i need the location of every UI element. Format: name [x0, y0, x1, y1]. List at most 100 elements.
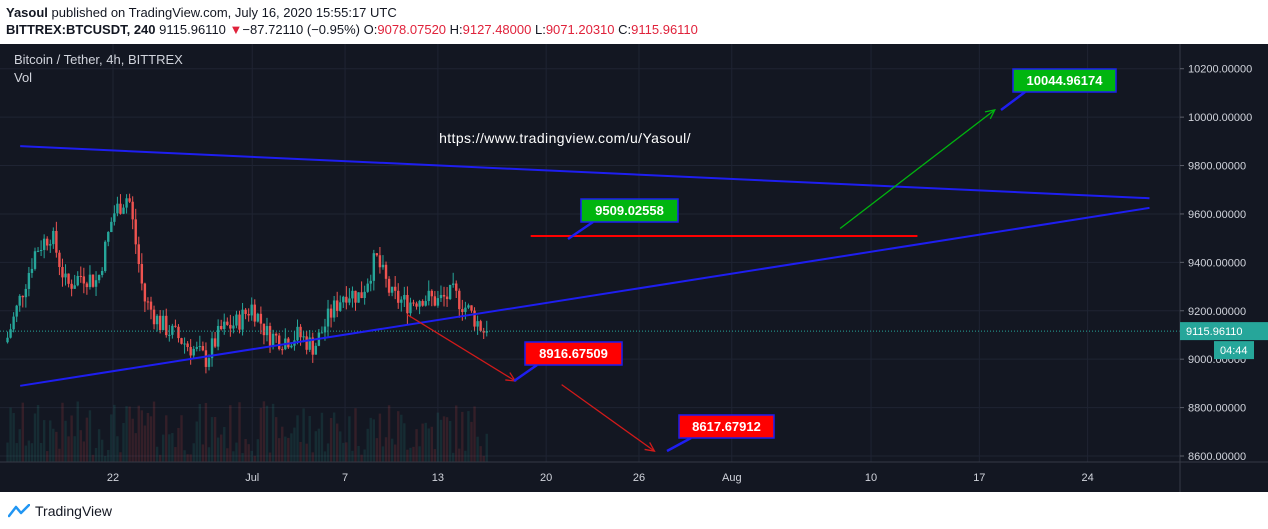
- volume-bar: [12, 413, 15, 462]
- y-tick-label: 10000.00000: [1188, 112, 1252, 124]
- candle-body: [415, 303, 418, 307]
- volume-bar: [52, 428, 55, 462]
- volume-bar: [177, 427, 180, 462]
- candle-body: [455, 283, 458, 291]
- volume-bar: [174, 447, 177, 462]
- candle-body: [88, 274, 92, 288]
- candle-body: [73, 285, 76, 289]
- volume-bar: [15, 443, 18, 462]
- y-tick-label: 9600.00000: [1188, 209, 1246, 221]
- volume-bar: [70, 415, 73, 462]
- candle-body: [143, 283, 147, 302]
- candle-body: [302, 336, 305, 338]
- current-price-tag: [1180, 322, 1268, 341]
- volume-bar: [180, 415, 183, 462]
- high-label: H:: [449, 22, 463, 37]
- candle-body: [58, 252, 61, 268]
- candle-body: [485, 331, 488, 333]
- volume-bar: [186, 454, 189, 462]
- candle-body: [296, 326, 299, 341]
- candle-body: [27, 272, 31, 289]
- candle-body: [409, 302, 412, 314]
- candle-body: [235, 314, 238, 326]
- candle-body: [131, 201, 134, 220]
- target-down-2-arrow: [561, 384, 655, 452]
- volume-bar: [183, 450, 186, 462]
- volume-bar: [100, 439, 104, 462]
- candle-body: [400, 299, 403, 303]
- volume-bar: [238, 402, 241, 462]
- volume-bar: [210, 417, 214, 462]
- candle-body: [226, 321, 229, 325]
- volume-bar: [146, 412, 150, 462]
- chart-axes[interactable]: 8600.000008800.000009000.000009200.00000…: [0, 44, 1268, 492]
- volume-bar: [131, 418, 134, 462]
- tradingview-brand[interactable]: TradingView: [8, 503, 112, 519]
- candle-body: [342, 296, 345, 303]
- volume-bar: [223, 427, 226, 462]
- candle-body: [201, 346, 205, 351]
- volume-bar: [104, 455, 107, 462]
- volume-bar: [204, 402, 208, 462]
- candle-body: [36, 250, 40, 252]
- candle-body: [467, 305, 470, 308]
- candle-body: [174, 325, 177, 327]
- volume-bar: [281, 426, 284, 462]
- volume-bar: [232, 451, 235, 462]
- volume-bar: [332, 412, 336, 462]
- y-tick-label: 8800.00000: [1188, 403, 1246, 415]
- candle-body: [67, 273, 70, 284]
- volume-legend: Vol: [14, 70, 32, 85]
- volume-bar: [6, 442, 9, 462]
- volume-bar: [335, 423, 339, 462]
- volume-bar: [268, 452, 272, 462]
- volume-bar: [91, 454, 95, 462]
- x-tick-label: 7: [342, 472, 348, 484]
- volume-bar: [455, 405, 458, 462]
- candle-body: [390, 286, 394, 293]
- volume-bar: [46, 451, 49, 462]
- candle-body: [357, 292, 360, 303]
- volume-bar: [400, 414, 403, 462]
- tradingview-logo-icon: [8, 504, 30, 518]
- price-chart[interactable]: 10044.96174 9509.02558 8916.67509 8617.6791…: [0, 44, 1268, 492]
- candle-body: [128, 198, 131, 202]
- volume-bar: [277, 438, 281, 462]
- volume-bar: [36, 405, 40, 462]
- candle-body: [134, 219, 137, 245]
- publish-info: published on TradingView.com, July 16, 2…: [51, 5, 397, 20]
- volume-bar: [27, 440, 31, 462]
- candle-body: [61, 267, 64, 278]
- candle-body: [406, 294, 409, 314]
- volume-bar: [113, 404, 116, 462]
- volume-bar: [329, 418, 333, 462]
- candle-body: [146, 301, 150, 303]
- candle-body: [464, 307, 467, 312]
- volume-bar: [88, 410, 92, 462]
- chart-drawings[interactable]: 10044.96174 9509.02558 8916.67509 8617.6791…: [0, 68, 1180, 453]
- target-down-1-callout-box: [524, 341, 623, 366]
- volume-bar: [21, 402, 24, 462]
- candle-body: [189, 347, 192, 356]
- down-arrow-icon: ▼: [229, 22, 243, 37]
- candle-body: [15, 305, 18, 317]
- volume-bar: [464, 450, 467, 462]
- candle-body: [372, 253, 376, 281]
- volume-bar: [128, 406, 131, 462]
- candle-body: [39, 249, 43, 251]
- author-name[interactable]: Yasoul: [6, 5, 48, 20]
- candle-body: [125, 198, 128, 208]
- candle-body: [439, 294, 443, 299]
- candle-body: [403, 294, 406, 300]
- candle-body: [354, 290, 357, 303]
- volume-bar: [140, 410, 144, 462]
- x-tick-label: 10: [865, 472, 877, 484]
- volume-bar: [165, 415, 168, 462]
- footer-bar: TradingView: [0, 492, 1268, 529]
- volume-bar: [403, 423, 406, 462]
- target-level-callout-label: 9509.02558: [595, 203, 664, 218]
- volume-bar: [235, 442, 238, 462]
- volume-bar: [137, 405, 140, 462]
- candle-body: [216, 325, 220, 347]
- candle-body: [104, 241, 107, 271]
